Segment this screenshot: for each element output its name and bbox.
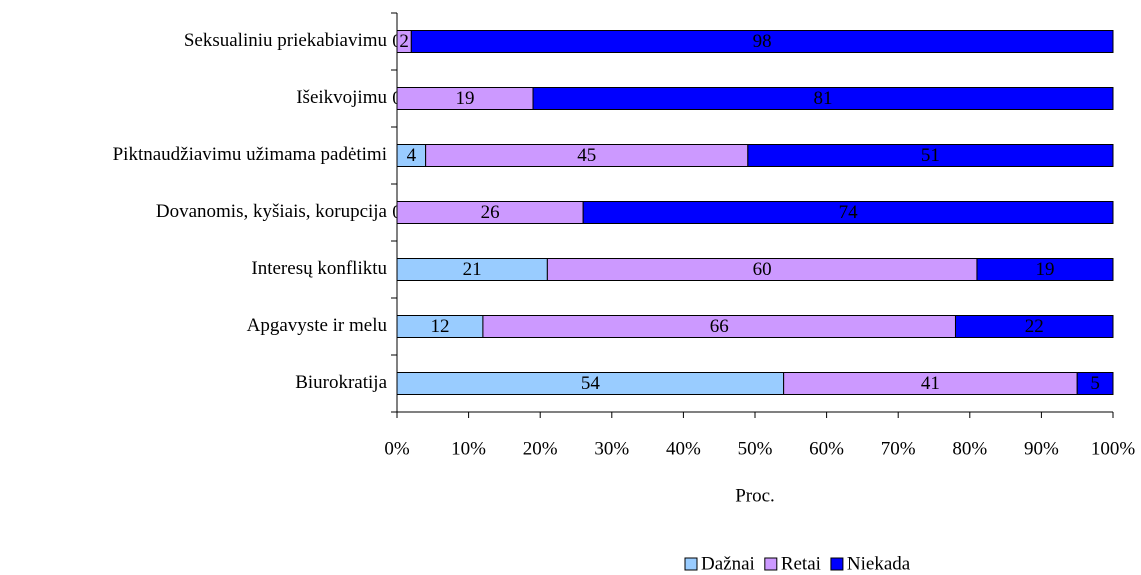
legend-swatch: [764, 557, 778, 571]
x-tick-label: 60%: [809, 438, 844, 459]
data-label: 22: [1025, 316, 1044, 337]
bar-segment: [582, 201, 1114, 224]
data-label: 98: [753, 31, 772, 52]
x-tick-label: 50%: [738, 438, 773, 459]
x-tick-label: 30%: [594, 438, 629, 459]
data-label: 66: [710, 316, 729, 337]
bar-segment: [410, 30, 1114, 53]
data-label: 51: [921, 145, 940, 166]
y-tick-label: Išeikvojimu: [296, 87, 387, 108]
y-tick-label: Biurokratija: [295, 372, 387, 393]
data-label: 12: [430, 316, 449, 337]
bar-segment: [747, 144, 1114, 167]
data-label: 19: [1035, 259, 1054, 280]
y-tick-label: Interesų konfliktu: [251, 258, 387, 279]
x-axis-label: Proc.: [735, 485, 775, 506]
x-tick-label: 40%: [666, 438, 701, 459]
y-tick-label: Apgavyste ir melu: [247, 315, 388, 336]
bar-segment: [954, 315, 1114, 338]
data-label: 19: [456, 88, 475, 109]
legend-label: Niekada: [847, 553, 911, 574]
bar-segment: [1076, 372, 1114, 395]
data-label: 2: [399, 31, 409, 52]
data-label: 54: [581, 373, 601, 394]
legend-label: Retai: [781, 553, 821, 574]
legend-swatch: [684, 557, 698, 571]
legend-swatch: [830, 557, 844, 571]
y-tick-label: Piktnaudžiavimu užimama padėtimi: [113, 144, 387, 165]
bar-segment: [976, 258, 1114, 281]
data-label: 45: [577, 145, 596, 166]
x-tick-label: 100%: [1091, 438, 1136, 459]
bar-segment: [532, 87, 1114, 110]
x-tick-label: 80%: [952, 438, 987, 459]
data-label: 4: [407, 145, 417, 166]
data-label: 26: [481, 202, 500, 223]
x-tick-label: 70%: [881, 438, 916, 459]
data-label: 5: [1090, 373, 1100, 394]
data-label: 41: [921, 373, 940, 394]
x-tick-label: 10%: [451, 438, 486, 459]
data-label: 21: [463, 259, 482, 280]
data-label: 60: [753, 259, 772, 280]
x-tick-label: 20%: [523, 438, 558, 459]
data-label: 81: [814, 88, 833, 109]
x-tick-label: 0%: [384, 438, 410, 459]
y-tick-label: Dovanomis, kyšiais, korupcija: [156, 201, 388, 222]
legend-label: Dažnai: [701, 553, 755, 574]
data-label: 74: [839, 202, 859, 223]
y-tick-label: Seksualiniu priekabiavimu: [184, 30, 388, 51]
x-tick-label: 90%: [1024, 438, 1059, 459]
